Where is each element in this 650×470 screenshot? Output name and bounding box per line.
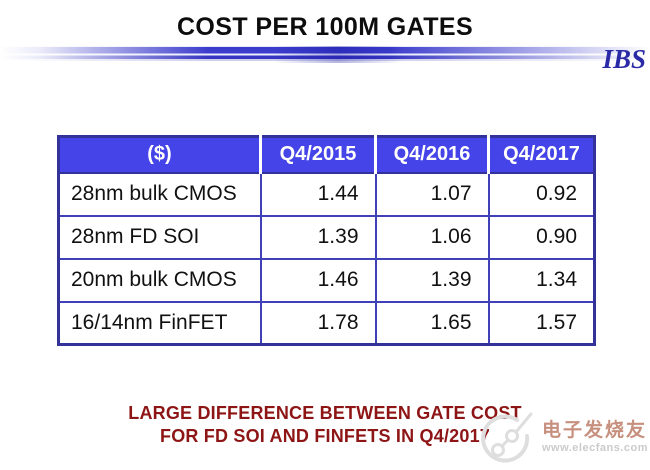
row-label: 20nm bulk CMOS bbox=[58, 257, 262, 302]
table-header-row: ($) Q4/2015 Q4/2016 Q4/2017 bbox=[58, 136, 595, 174]
page-title: COST PER 100M GATES bbox=[176, 13, 474, 41]
ibs-logo: IBS bbox=[602, 44, 646, 74]
cell-value: 1.78 bbox=[260, 300, 377, 345]
row-label: 28nm FD SOI bbox=[58, 214, 262, 259]
elecfans-circuit-icon bbox=[481, 412, 533, 463]
column-header-q42015: Q4/2015 bbox=[260, 136, 377, 174]
table-row: 28nm FD SOI 1.39 1.06 0.90 bbox=[58, 214, 595, 259]
cell-value: 1.46 bbox=[260, 257, 377, 302]
cost-table: ($) Q4/2015 Q4/2016 Q4/2017 28nm bulk CM… bbox=[57, 135, 596, 346]
table-row: 20nm bulk CMOS 1.46 1.39 1.34 bbox=[58, 257, 595, 302]
annotation-line-1: LARGE DIFFERENCE BETWEEN GATE COST bbox=[128, 403, 522, 423]
table-row: 16/14nm FinFET 1.78 1.65 1.57 bbox=[58, 300, 595, 345]
cell-value: 1.65 bbox=[375, 300, 490, 345]
cell-value: 1.06 bbox=[375, 214, 490, 259]
cell-value: 1.34 bbox=[488, 257, 595, 302]
table-row: 28nm bulk CMOS 1.44 1.07 0.92 bbox=[58, 172, 595, 216]
watermark: 电子发烧友 www.elecfans.com bbox=[481, 406, 648, 468]
row-label: 28nm bulk CMOS bbox=[58, 172, 262, 216]
cell-value: 0.92 bbox=[488, 172, 595, 216]
column-header-q42016: Q4/2016 bbox=[375, 136, 490, 174]
watermark-site-name: 电子发烧友 bbox=[541, 419, 647, 441]
column-header-q42017: Q4/2017 bbox=[488, 136, 595, 174]
cell-value: 1.44 bbox=[260, 172, 377, 216]
cell-value: 0.90 bbox=[488, 214, 595, 259]
cost-table-container: ($) Q4/2015 Q4/2016 Q4/2017 28nm bulk CM… bbox=[57, 135, 596, 346]
cell-value: 1.39 bbox=[260, 214, 377, 259]
column-header-unit: ($) bbox=[58, 136, 262, 174]
watermark-site-url: www.elecfans.com bbox=[541, 441, 648, 454]
annotation-line-2: FOR FD SOI AND FINFETS IN Q4/2017 bbox=[160, 426, 490, 446]
gradient-divider bbox=[0, 46, 650, 63]
cell-value: 1.07 bbox=[375, 172, 490, 216]
cell-value: 1.39 bbox=[375, 257, 490, 302]
row-label: 16/14nm FinFET bbox=[58, 300, 262, 345]
cell-value: 1.57 bbox=[488, 300, 595, 345]
annotation-text: LARGE DIFFERENCE BETWEEN GATE COST FOR F… bbox=[0, 402, 650, 448]
watermark-text: 电子发烧友 www.elecfans.com bbox=[542, 420, 648, 455]
